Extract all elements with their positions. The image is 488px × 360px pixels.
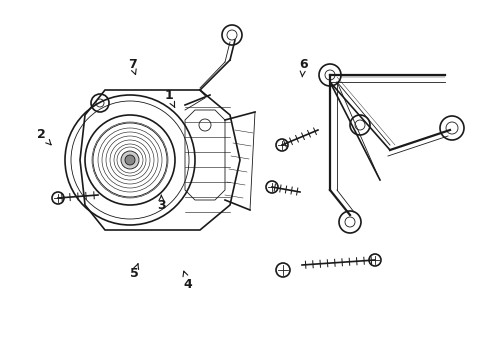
Text: 2: 2 bbox=[37, 129, 51, 145]
Text: 4: 4 bbox=[183, 271, 192, 291]
Circle shape bbox=[121, 151, 139, 169]
Circle shape bbox=[125, 155, 135, 165]
Text: 1: 1 bbox=[164, 89, 174, 107]
Text: 6: 6 bbox=[298, 58, 307, 77]
Text: 3: 3 bbox=[157, 195, 165, 212]
Text: 7: 7 bbox=[127, 58, 136, 75]
Text: 5: 5 bbox=[130, 264, 139, 280]
